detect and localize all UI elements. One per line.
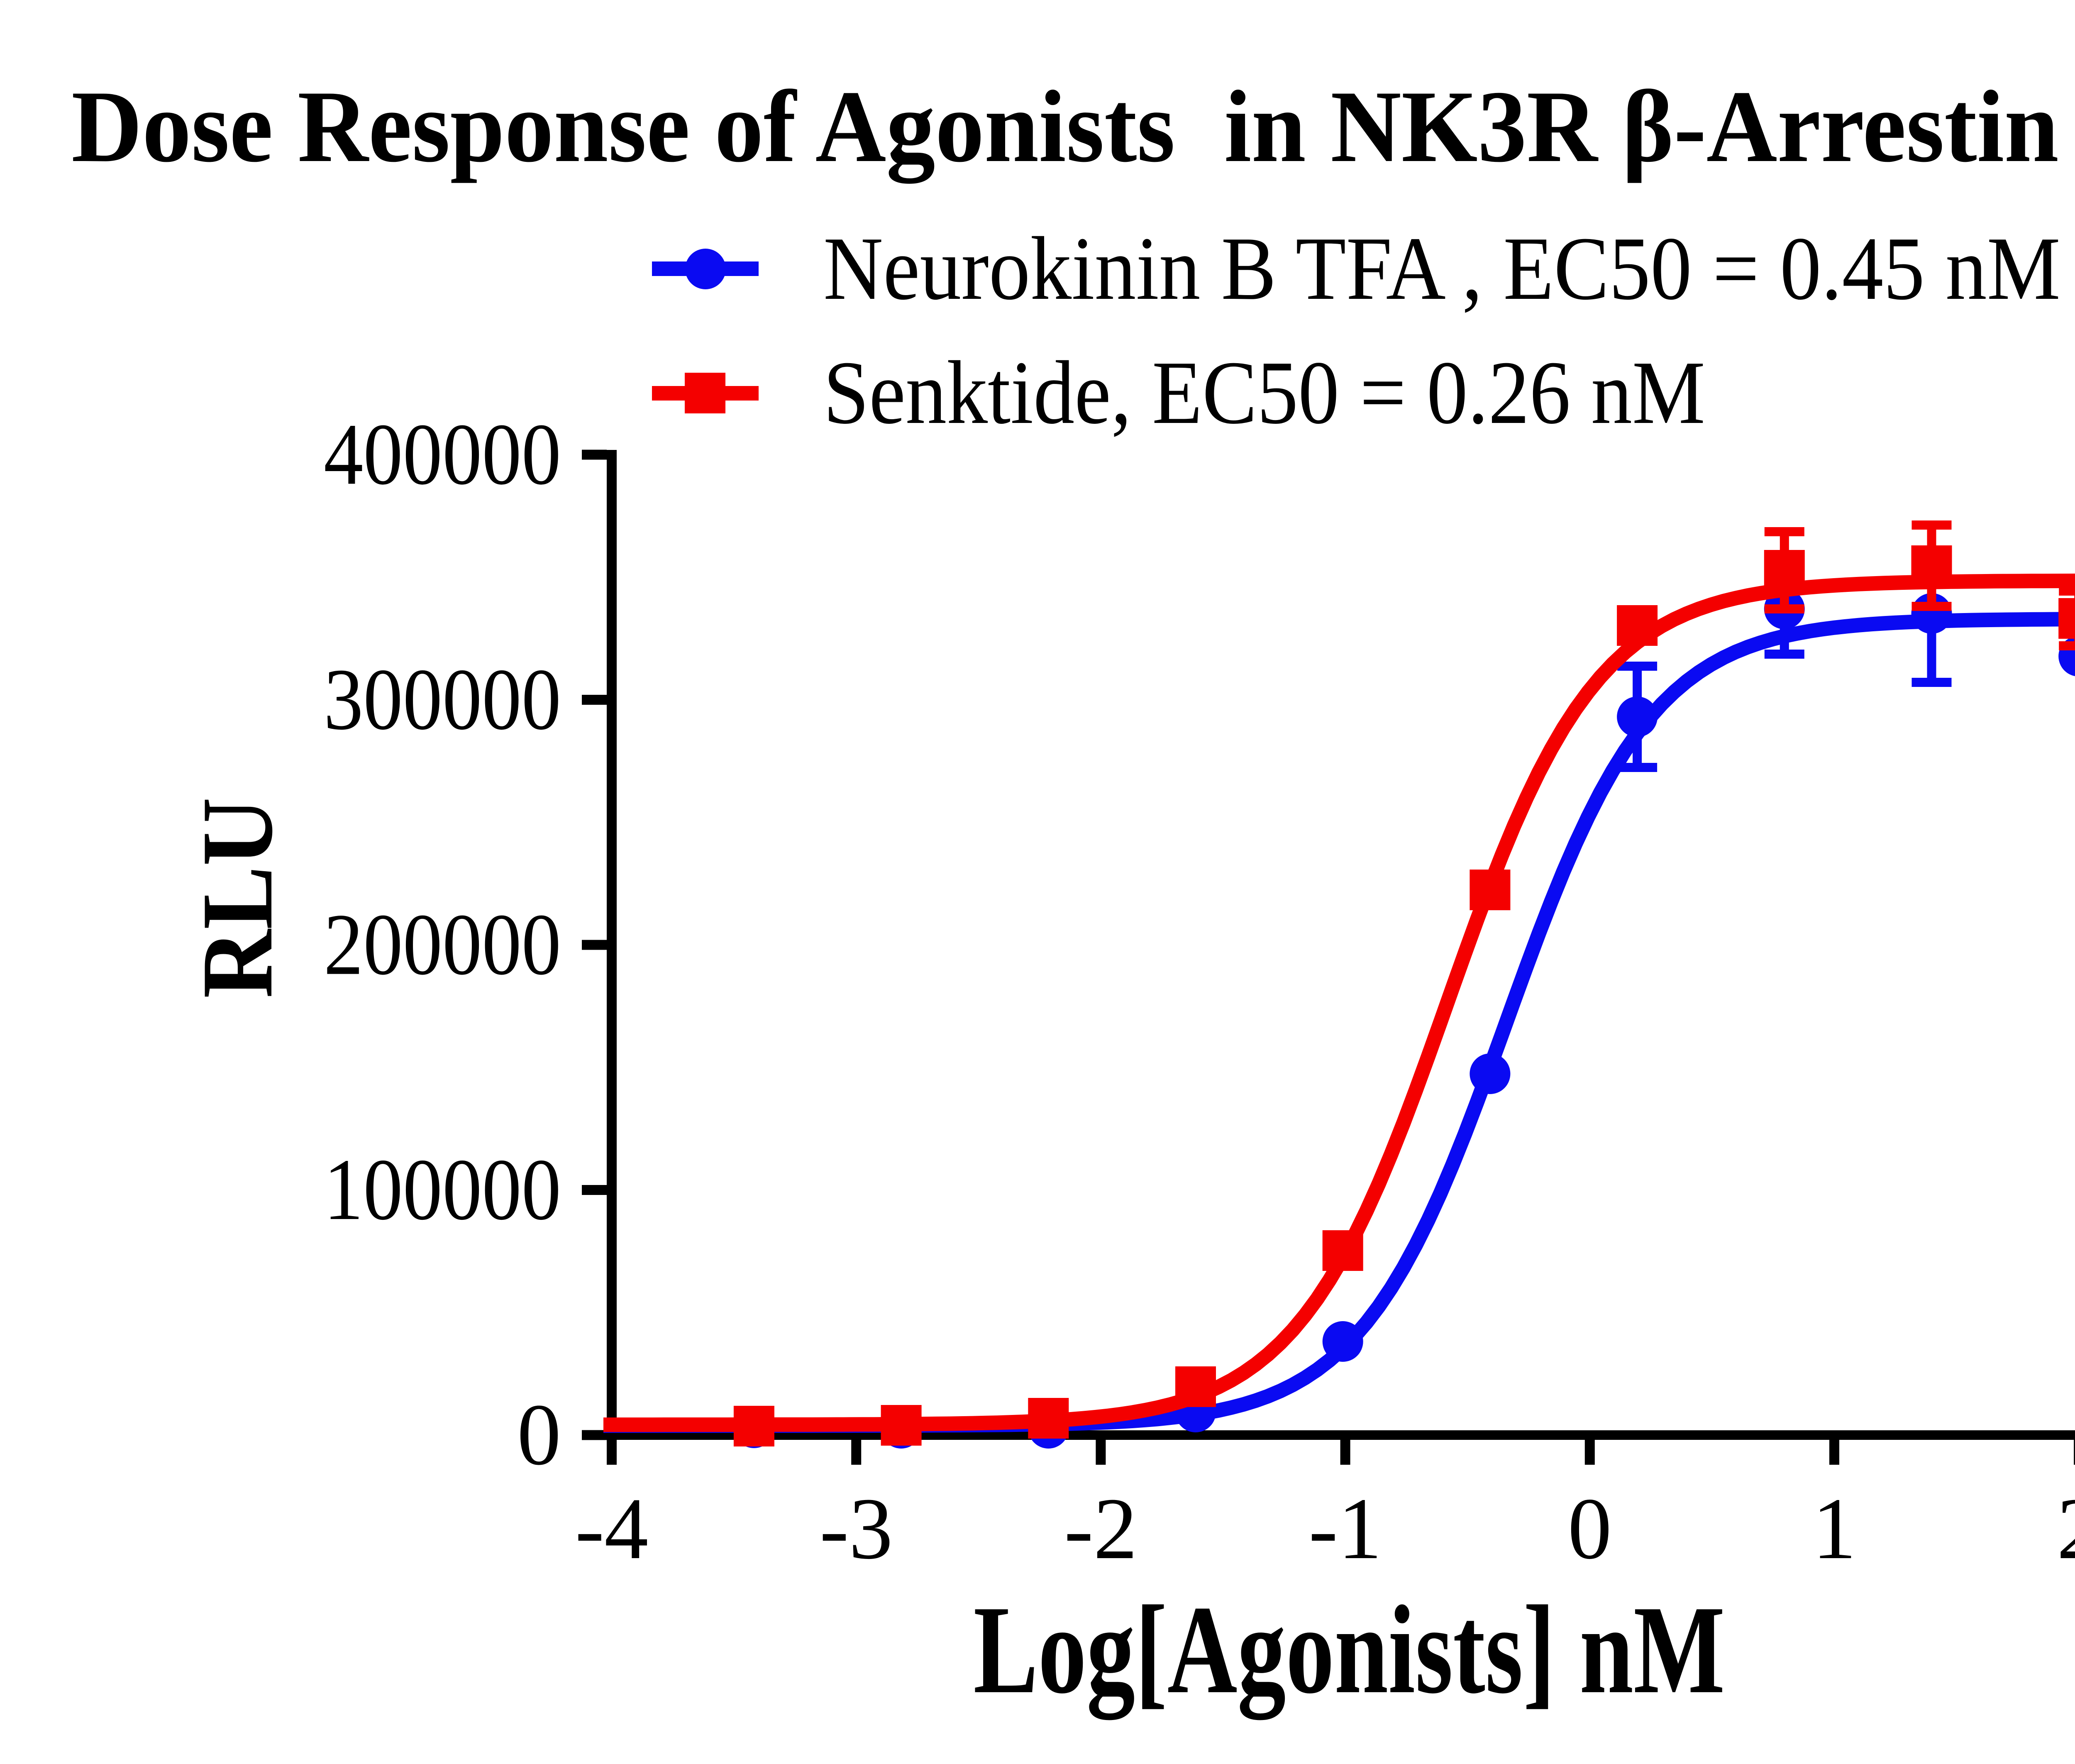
svg-text:400000: 400000: [324, 406, 561, 503]
svg-text:Neurokinin B TFA , EC50 = 0.45: Neurokinin B TFA , EC50 = 0.45 nM: [823, 219, 2060, 319]
svg-text:Log[Agonists] nM: Log[Agonists] nM: [974, 1579, 1725, 1722]
svg-text:0: 0: [517, 1386, 561, 1483]
svg-text:1: 1: [1812, 1480, 1856, 1577]
svg-text:RLU: RLU: [181, 797, 293, 998]
svg-text:300000: 300000: [324, 650, 561, 748]
svg-text:-4: -4: [575, 1480, 649, 1577]
svg-text:-1: -1: [1308, 1480, 1382, 1577]
svg-text:0: 0: [1568, 1480, 1612, 1577]
svg-text:2: 2: [2057, 1480, 2075, 1577]
svg-text:-3: -3: [820, 1480, 893, 1577]
svg-text:Senktide, EC50 = 0.26 nM: Senktide, EC50 = 0.26 nM: [823, 343, 1705, 443]
svg-text:200000: 200000: [324, 896, 561, 993]
svg-text:-2: -2: [1064, 1480, 1138, 1577]
svg-text:100000: 100000: [324, 1141, 561, 1238]
svg-text:Dose Response of Agonists in: Dose Response of Agonists in NK3R β-Arre…: [71, 69, 2075, 184]
